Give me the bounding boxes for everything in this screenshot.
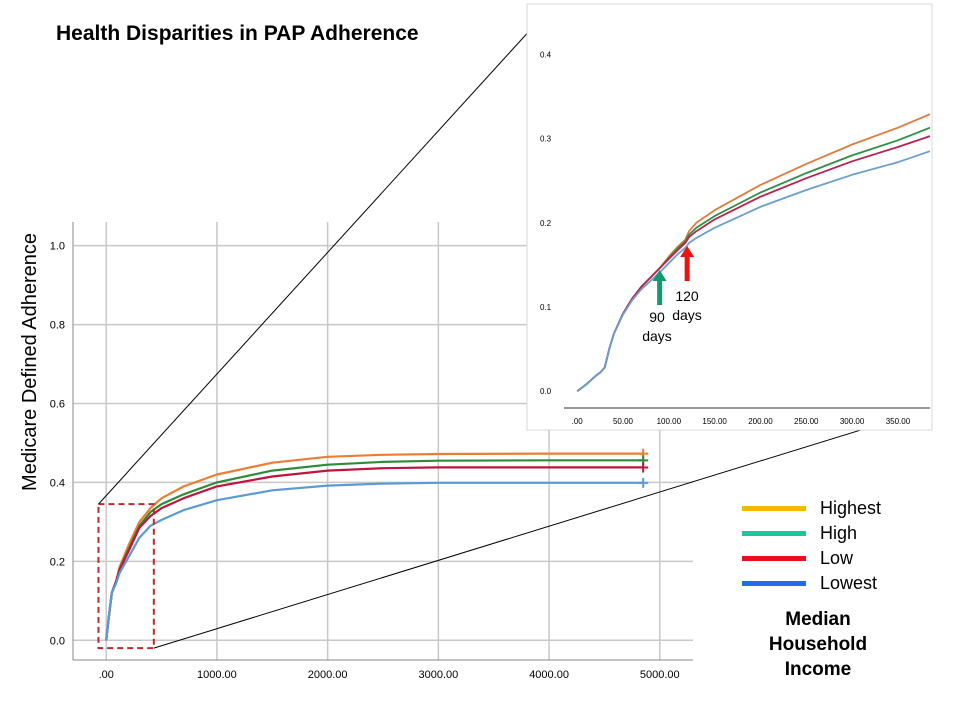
x-tick-label: 3000.00 xyxy=(418,669,458,681)
inset-x-tick-label: 250.00 xyxy=(794,417,819,426)
inset-x-tick-label: .00 xyxy=(572,417,584,426)
x-tick-label: 5000.00 xyxy=(640,669,680,681)
series-line-orange xyxy=(105,452,644,641)
legend-item-low: Low xyxy=(742,546,881,571)
legend-swatch-lowest xyxy=(742,581,806,586)
legend-label-low: Low xyxy=(820,548,854,568)
censor-mark xyxy=(638,477,649,488)
y-tick-label: 0.0 xyxy=(50,635,65,647)
arrow-90-days-icon xyxy=(652,270,667,305)
legend-swatch-highest xyxy=(742,506,806,511)
x-tick-label: 4000.00 xyxy=(529,669,569,681)
annotation-90-number: 90 xyxy=(649,309,665,325)
legend-title: Median Household Income xyxy=(752,607,884,682)
legend-swatch-high xyxy=(742,531,806,536)
zoom-connector-top xyxy=(98,5,553,505)
legend-item-high: High xyxy=(742,521,881,546)
arrow-120-days-icon xyxy=(680,246,695,281)
legend-item-lowest: Lowest xyxy=(742,571,881,596)
legend-item-highest: Highest xyxy=(742,496,881,521)
inset-y-tick-label: 0.4 xyxy=(540,50,552,59)
zoom-connector-lines xyxy=(98,5,933,649)
inset-plot: 0.0 0.1 0.2 0.3 0.4 .00 50.00 100.00 150.00 200.0… xyxy=(526,3,933,431)
x-tick-label: 1000.00 xyxy=(197,669,237,681)
inset-y-tick-label: 0.3 xyxy=(540,135,552,144)
legend-title-line: Household xyxy=(768,634,868,655)
y-tick-label: 0.2 xyxy=(50,556,65,568)
censor-mark xyxy=(638,462,649,473)
legend: Highest High Low Lowest xyxy=(742,496,881,596)
series-line-green xyxy=(105,459,644,641)
inset-y-tick-label: 0.0 xyxy=(540,387,552,396)
legend-label-highest: Highest xyxy=(820,498,882,518)
y-axis-label: Medicare Defined Adherence xyxy=(19,233,41,491)
y-tick-label: 0.8 xyxy=(50,320,65,332)
legend-swatch-low xyxy=(742,556,806,561)
legend-label-high: High xyxy=(820,523,858,543)
inset-x-tick-label: 50.00 xyxy=(613,417,634,426)
annotation-120-unit: days xyxy=(672,307,702,323)
annotation-90-unit: days xyxy=(642,328,672,344)
y-tick-label: 0.4 xyxy=(50,477,65,489)
inset-x-tick-label: 100.00 xyxy=(657,417,682,426)
inset-x-tick-label: 200.00 xyxy=(748,417,773,426)
legend-title-line: Median xyxy=(785,609,851,630)
y-tick-label: 0.6 xyxy=(50,399,65,411)
inset-frame xyxy=(526,3,933,431)
inset-x-tick-label: 150.00 xyxy=(702,417,727,426)
inset-x-tick-label: 350.00 xyxy=(886,417,911,426)
inset-y-tick-label: 0.2 xyxy=(540,219,552,228)
zoom-connector-bottom xyxy=(153,407,933,649)
inset-y-tick-label: 0.1 xyxy=(540,303,552,312)
x-tick-label: .00 xyxy=(99,669,114,681)
chart-title: Health Disparities in PAP Adherence xyxy=(56,22,419,45)
y-tick-label: 1.0 xyxy=(50,241,65,253)
annotation-90-days: 90 days xyxy=(640,308,674,346)
series-line-blue xyxy=(105,481,644,641)
annotation-120-number: 120 xyxy=(675,288,699,304)
inset-x-tick-label: 300.00 xyxy=(840,417,865,426)
annotation-120-days: 120 days xyxy=(668,287,706,325)
legend-label-lowest: Lowest xyxy=(820,573,878,593)
main-plot: 0.0 0.2 0.4 0.6 0.8 1.0 .00 1000.00 2000.00 3000.… xyxy=(19,222,693,681)
x-tick-label: 2000.00 xyxy=(308,669,348,681)
legend-title-line: Income xyxy=(784,659,852,680)
